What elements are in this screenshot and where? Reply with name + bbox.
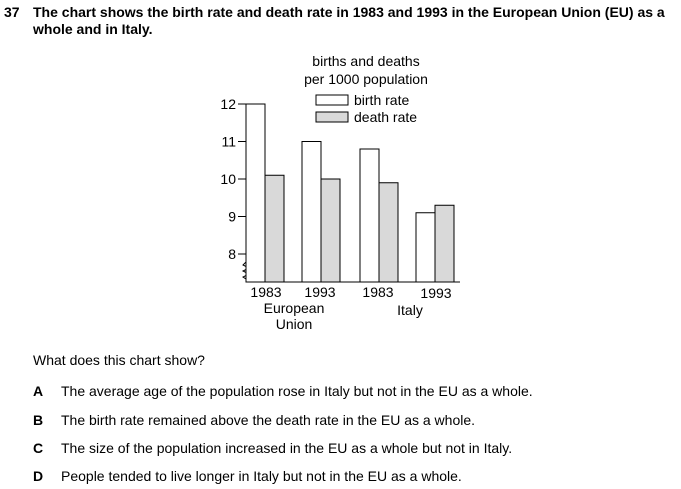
option-c[interactable]: C The size of the population increased in… xyxy=(33,440,512,456)
x-tick-label: 1993 xyxy=(420,285,451,301)
y-tick-label: 9 xyxy=(228,209,236,225)
bar-birth-rate xyxy=(245,103,266,283)
legend: birth rate death rate xyxy=(315,92,417,125)
bar-death-rate xyxy=(434,204,455,283)
y-tick-label: 8 xyxy=(228,246,236,262)
bar-chart: births and deaths per 1000 population bi… xyxy=(220,53,460,332)
y-tick-label: 11 xyxy=(221,134,236,150)
chart-title: births and deaths xyxy=(312,53,419,69)
option-b[interactable]: B The birth rate remained above the death… xyxy=(33,412,475,428)
option-letter: B xyxy=(33,412,44,428)
option-a[interactable]: A The average age of the population rose … xyxy=(33,383,533,399)
y-tick-label: 12 xyxy=(220,96,236,112)
y-tick-label: 10 xyxy=(220,171,236,187)
x-tick-label: 1983 xyxy=(250,284,281,300)
option-letter: D xyxy=(33,468,44,484)
question-text: The chart shows the birth rate and death… xyxy=(33,4,665,37)
option-text: The average age of the population rose i… xyxy=(61,383,533,399)
bar-death-rate xyxy=(320,178,341,283)
legend-swatch-birth xyxy=(315,94,349,106)
option-text: The birth rate remained above the death … xyxy=(61,412,476,428)
legend-swatch-death xyxy=(315,111,349,123)
option-d[interactable]: D People tended to live longer in Italy b… xyxy=(33,468,462,484)
legend-label-birth: birth rate xyxy=(354,92,409,108)
bar-birth-rate xyxy=(301,141,322,283)
bar-birth-rate xyxy=(359,148,380,283)
option-text: People tended to live longer in Italy bu… xyxy=(61,468,462,484)
group-label: Italy xyxy=(397,302,423,318)
legend-label-death: death rate xyxy=(354,109,417,125)
chart-subtitle: per 1000 population xyxy=(304,71,428,87)
option-letter: C xyxy=(33,440,44,456)
question-number: 37 xyxy=(4,4,20,20)
group-label: Union xyxy=(276,316,313,332)
bar-death-rate xyxy=(264,174,285,283)
x-tick-label: 1983 xyxy=(362,284,393,300)
option-text: The size of the population increased in … xyxy=(61,440,513,456)
question-prompt: What does this chart show? xyxy=(33,352,205,368)
bar-death-rate xyxy=(378,182,399,283)
x-tick-label: 1993 xyxy=(304,284,335,300)
option-letter: A xyxy=(33,383,44,399)
bar-birth-rate xyxy=(415,212,436,283)
group-label: European xyxy=(264,300,325,316)
